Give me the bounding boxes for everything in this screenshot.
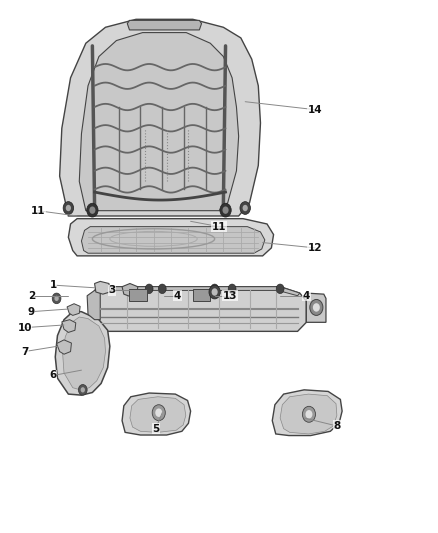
Text: 5: 5: [152, 424, 159, 434]
Circle shape: [302, 406, 315, 422]
Text: 12: 12: [308, 243, 322, 253]
Polygon shape: [193, 289, 210, 301]
Polygon shape: [55, 312, 110, 395]
Polygon shape: [63, 317, 106, 390]
Text: 7: 7: [21, 346, 28, 357]
Text: 1: 1: [49, 280, 57, 290]
Polygon shape: [306, 293, 326, 322]
Text: 3: 3: [109, 286, 116, 295]
Polygon shape: [127, 20, 201, 30]
Polygon shape: [130, 289, 147, 301]
Circle shape: [89, 206, 95, 214]
Polygon shape: [68, 219, 274, 256]
Text: 14: 14: [308, 104, 322, 115]
Circle shape: [243, 205, 248, 211]
Circle shape: [209, 285, 220, 299]
Text: 9: 9: [28, 306, 35, 317]
Polygon shape: [60, 19, 261, 216]
Text: 13: 13: [223, 290, 237, 301]
Circle shape: [81, 387, 85, 392]
Circle shape: [223, 206, 229, 214]
Circle shape: [78, 384, 87, 395]
Circle shape: [66, 205, 71, 211]
Circle shape: [220, 203, 231, 217]
Text: 6: 6: [49, 370, 57, 381]
Polygon shape: [272, 390, 342, 435]
Polygon shape: [62, 320, 76, 333]
Polygon shape: [95, 287, 306, 332]
Circle shape: [63, 201, 74, 214]
Text: 10: 10: [18, 322, 32, 333]
Circle shape: [228, 284, 236, 294]
Circle shape: [212, 288, 218, 296]
Polygon shape: [87, 290, 100, 320]
Circle shape: [87, 203, 98, 217]
Text: 11: 11: [212, 222, 226, 232]
Polygon shape: [81, 227, 265, 253]
Circle shape: [211, 284, 219, 294]
Text: 4: 4: [303, 290, 310, 301]
Circle shape: [240, 201, 251, 214]
Polygon shape: [122, 284, 138, 296]
Polygon shape: [79, 33, 239, 211]
Circle shape: [145, 284, 153, 294]
Polygon shape: [67, 304, 80, 316]
Polygon shape: [280, 394, 337, 434]
Text: 11: 11: [31, 206, 45, 216]
Polygon shape: [122, 393, 191, 435]
Polygon shape: [130, 397, 186, 432]
Circle shape: [313, 303, 320, 312]
Circle shape: [305, 410, 312, 418]
Circle shape: [158, 284, 166, 294]
Text: 2: 2: [28, 290, 35, 301]
Text: 4: 4: [174, 290, 181, 301]
Polygon shape: [57, 340, 71, 354]
Circle shape: [52, 293, 61, 304]
Circle shape: [276, 284, 284, 294]
Polygon shape: [99, 287, 300, 296]
Circle shape: [54, 296, 59, 301]
Polygon shape: [95, 281, 110, 294]
Circle shape: [155, 408, 162, 417]
Circle shape: [152, 405, 165, 421]
Circle shape: [310, 300, 323, 316]
Text: 8: 8: [333, 421, 340, 431]
